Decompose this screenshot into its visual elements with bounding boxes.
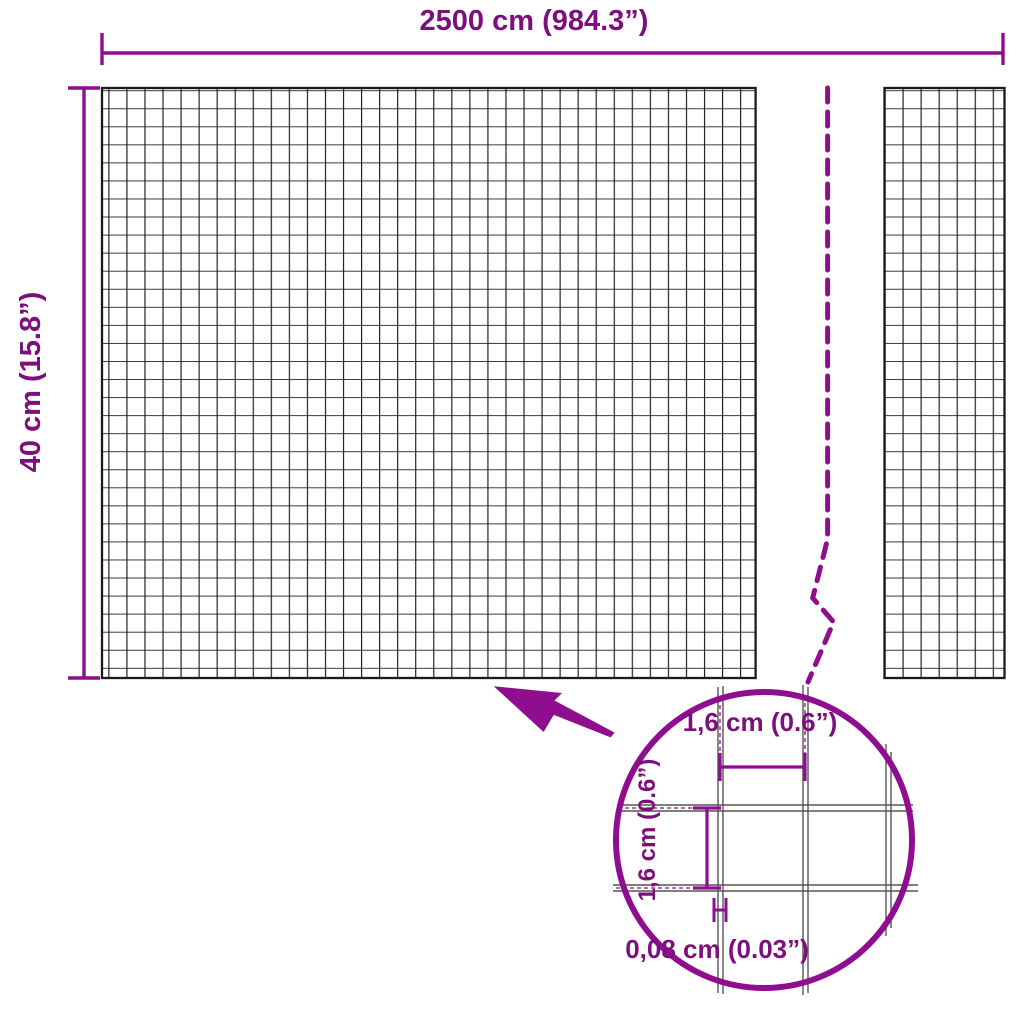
svg-text:1,6 cm (0.6”): 1,6 cm (0.6”): [683, 707, 838, 737]
svg-text:2500 cm (984.3”): 2500 cm (984.3”): [420, 5, 649, 37]
svg-text:0,08 cm (0.03”): 0,08 cm (0.03”): [625, 934, 809, 964]
svg-text:40 cm (15.8”): 40 cm (15.8”): [15, 292, 47, 473]
svg-text:1,6 cm (0.6”): 1,6 cm (0.6”): [634, 759, 661, 902]
